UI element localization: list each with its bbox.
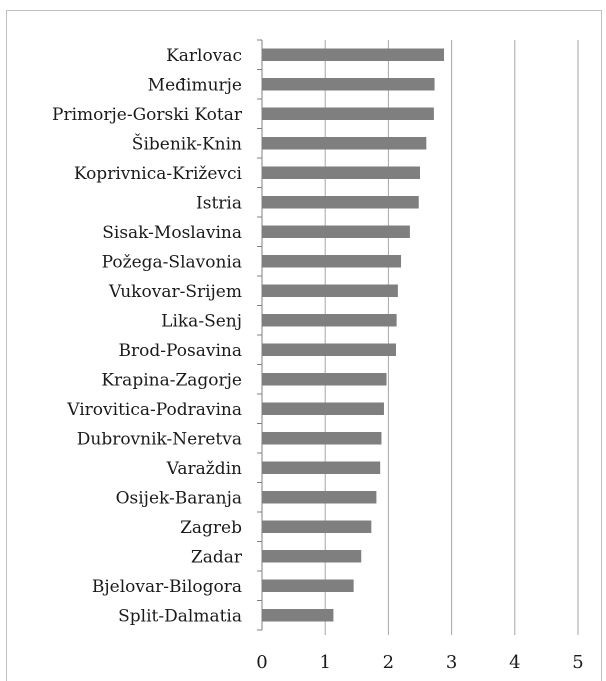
category-label: Požega-Slavonia bbox=[102, 252, 242, 272]
category-label: Istria bbox=[196, 193, 242, 213]
category-label: Lika-Senj bbox=[161, 311, 242, 331]
x-tick-label: 3 bbox=[446, 652, 457, 673]
bar-18 bbox=[262, 550, 362, 563]
category-label: Međimurje bbox=[148, 75, 242, 95]
bar-19 bbox=[262, 579, 354, 592]
bar-6 bbox=[262, 196, 419, 209]
category-label: Koprivnica-Križevci bbox=[74, 164, 243, 184]
bar-15 bbox=[262, 461, 381, 474]
bar-13 bbox=[262, 402, 384, 415]
category-label: Brod-Posavina bbox=[119, 341, 242, 361]
category-label: Virovitica-Podravina bbox=[66, 400, 242, 420]
x-tick-label: 4 bbox=[509, 652, 520, 673]
bar-10 bbox=[262, 314, 397, 327]
bar-5 bbox=[262, 166, 420, 179]
bar-7 bbox=[262, 225, 410, 238]
category-label: Zadar bbox=[191, 547, 243, 567]
bar-9 bbox=[262, 284, 398, 297]
x-tick-label: 5 bbox=[572, 652, 583, 673]
x-tick-label: 0 bbox=[256, 652, 267, 673]
category-label: Bjelovar-Bilogora bbox=[92, 577, 242, 597]
category-label: Krapina-Zagorje bbox=[101, 370, 242, 390]
bar-20 bbox=[262, 609, 334, 622]
category-label: Sisak-Moslavina bbox=[102, 223, 242, 243]
category-label: Split-Dalmatia bbox=[118, 606, 242, 626]
category-label: Šibenik-Knin bbox=[132, 133, 242, 154]
bar-17 bbox=[262, 520, 372, 533]
chart-frame bbox=[6, 10, 602, 681]
bar-14 bbox=[262, 432, 382, 445]
bar-4 bbox=[262, 137, 427, 150]
bar-2 bbox=[262, 78, 435, 91]
category-label: Primorje-Gorski Kotar bbox=[52, 105, 243, 125]
category-label: Dubrovnik-Neretva bbox=[77, 429, 242, 449]
category-label: Osijek-Baranja bbox=[116, 488, 242, 508]
x-tick-label: 2 bbox=[383, 652, 394, 673]
bar-12 bbox=[262, 373, 387, 386]
bar-8 bbox=[262, 255, 402, 268]
bar-3 bbox=[262, 107, 434, 120]
category-label: Varaždin bbox=[166, 459, 242, 479]
category-label: Vukovar-Srijem bbox=[108, 282, 242, 302]
bar-11 bbox=[262, 343, 396, 356]
bar-16 bbox=[262, 491, 377, 504]
bar-1 bbox=[262, 48, 445, 61]
category-label: Karlovac bbox=[166, 46, 242, 66]
category-label: Zagreb bbox=[180, 518, 242, 538]
x-tick-label: 1 bbox=[319, 652, 330, 673]
